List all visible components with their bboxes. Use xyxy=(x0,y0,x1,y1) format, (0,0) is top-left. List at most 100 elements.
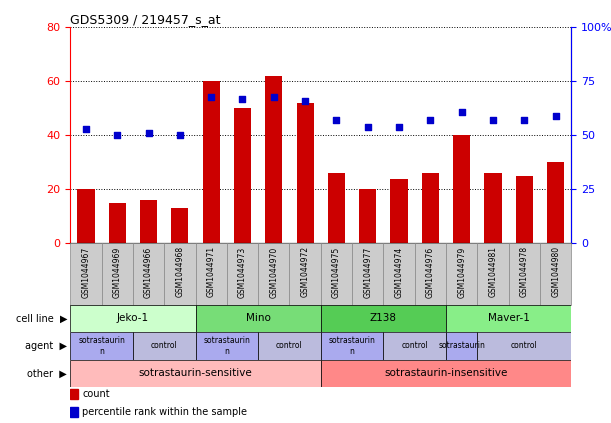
FancyBboxPatch shape xyxy=(509,243,540,305)
Bar xyxy=(203,82,220,243)
FancyBboxPatch shape xyxy=(258,332,321,360)
Text: GSM1044966: GSM1044966 xyxy=(144,246,153,297)
Text: GSM1044978: GSM1044978 xyxy=(520,246,529,297)
FancyBboxPatch shape xyxy=(446,243,477,305)
FancyBboxPatch shape xyxy=(477,243,509,305)
Text: sotrastaurin
n: sotrastaurin n xyxy=(203,336,251,355)
FancyBboxPatch shape xyxy=(384,243,415,305)
Text: GSM1044971: GSM1044971 xyxy=(207,246,216,297)
Point xyxy=(363,124,373,130)
FancyBboxPatch shape xyxy=(352,243,384,305)
Point xyxy=(300,97,310,104)
Bar xyxy=(171,208,188,243)
Text: Z138: Z138 xyxy=(370,313,397,323)
Text: percentile rank within the sample: percentile rank within the sample xyxy=(82,407,247,417)
Text: other  ▶: other ▶ xyxy=(27,368,67,378)
Point xyxy=(551,113,560,119)
FancyBboxPatch shape xyxy=(321,332,384,360)
FancyBboxPatch shape xyxy=(415,243,446,305)
Text: GSM1044974: GSM1044974 xyxy=(395,246,403,297)
Text: GSM1044980: GSM1044980 xyxy=(551,246,560,297)
Text: GSM1044969: GSM1044969 xyxy=(113,246,122,297)
Point xyxy=(207,93,216,100)
Text: GSM1044970: GSM1044970 xyxy=(269,246,278,297)
Bar xyxy=(390,179,408,243)
Text: Jeko-1: Jeko-1 xyxy=(117,313,149,323)
FancyBboxPatch shape xyxy=(196,243,227,305)
FancyBboxPatch shape xyxy=(164,243,196,305)
FancyBboxPatch shape xyxy=(477,332,571,360)
Bar xyxy=(516,176,533,243)
FancyBboxPatch shape xyxy=(70,243,101,305)
FancyBboxPatch shape xyxy=(290,243,321,305)
Text: GDS5309 / 219457_s_at: GDS5309 / 219457_s_at xyxy=(70,14,221,26)
Bar xyxy=(453,135,470,243)
Text: control: control xyxy=(276,341,303,350)
FancyBboxPatch shape xyxy=(446,305,571,332)
Bar xyxy=(78,190,95,243)
Bar xyxy=(70,407,78,417)
FancyBboxPatch shape xyxy=(101,243,133,305)
Bar xyxy=(109,203,126,243)
FancyBboxPatch shape xyxy=(384,332,446,360)
Text: GSM1044976: GSM1044976 xyxy=(426,246,435,297)
Bar xyxy=(140,200,157,243)
FancyBboxPatch shape xyxy=(196,332,258,360)
Bar xyxy=(296,103,313,243)
Bar xyxy=(359,190,376,243)
Text: sotrastaurin
n: sotrastaurin n xyxy=(78,336,125,355)
Text: control: control xyxy=(151,341,178,350)
FancyBboxPatch shape xyxy=(70,305,196,332)
FancyBboxPatch shape xyxy=(70,332,133,360)
Text: Maver-1: Maver-1 xyxy=(488,313,530,323)
Point xyxy=(425,117,435,124)
FancyBboxPatch shape xyxy=(321,243,352,305)
Point xyxy=(175,132,185,139)
Point xyxy=(269,93,279,100)
Text: GSM1044973: GSM1044973 xyxy=(238,246,247,297)
Text: agent  ▶: agent ▶ xyxy=(25,341,67,351)
Text: GSM1044981: GSM1044981 xyxy=(489,246,497,297)
Point xyxy=(332,117,342,124)
Point xyxy=(519,117,529,124)
Point xyxy=(81,126,91,132)
Text: sotrastaurin-insensitive: sotrastaurin-insensitive xyxy=(384,368,508,378)
Text: control: control xyxy=(511,341,538,350)
Bar xyxy=(547,162,564,243)
FancyBboxPatch shape xyxy=(321,305,446,332)
Text: GSM1044968: GSM1044968 xyxy=(175,246,185,297)
Text: sotrastaurin
n: sotrastaurin n xyxy=(329,336,376,355)
Text: GSM1044979: GSM1044979 xyxy=(457,246,466,297)
Point xyxy=(394,124,404,130)
Bar xyxy=(328,173,345,243)
FancyBboxPatch shape xyxy=(446,332,477,360)
Text: GSM1044977: GSM1044977 xyxy=(364,246,372,297)
Point xyxy=(112,132,122,139)
Point xyxy=(144,130,153,137)
Text: cell line  ▶: cell line ▶ xyxy=(16,313,67,323)
FancyBboxPatch shape xyxy=(70,360,321,387)
Text: GSM1044972: GSM1044972 xyxy=(301,246,310,297)
FancyBboxPatch shape xyxy=(258,243,290,305)
Bar xyxy=(485,173,502,243)
Text: sotrastaurin: sotrastaurin xyxy=(438,341,485,350)
Bar xyxy=(265,76,282,243)
FancyBboxPatch shape xyxy=(321,360,571,387)
Text: control: control xyxy=(401,341,428,350)
FancyBboxPatch shape xyxy=(133,243,164,305)
FancyBboxPatch shape xyxy=(196,305,321,332)
FancyBboxPatch shape xyxy=(540,243,571,305)
Point xyxy=(238,95,247,102)
FancyBboxPatch shape xyxy=(133,332,196,360)
Text: sotrastaurin-sensitive: sotrastaurin-sensitive xyxy=(139,368,252,378)
FancyBboxPatch shape xyxy=(227,243,258,305)
Point xyxy=(457,108,467,115)
Text: Mino: Mino xyxy=(246,313,271,323)
Text: GSM1044975: GSM1044975 xyxy=(332,246,341,297)
Bar xyxy=(234,108,251,243)
Point xyxy=(488,117,498,124)
Text: count: count xyxy=(82,389,110,398)
Bar xyxy=(70,388,78,398)
Bar xyxy=(422,173,439,243)
Text: GSM1044967: GSM1044967 xyxy=(81,246,90,297)
